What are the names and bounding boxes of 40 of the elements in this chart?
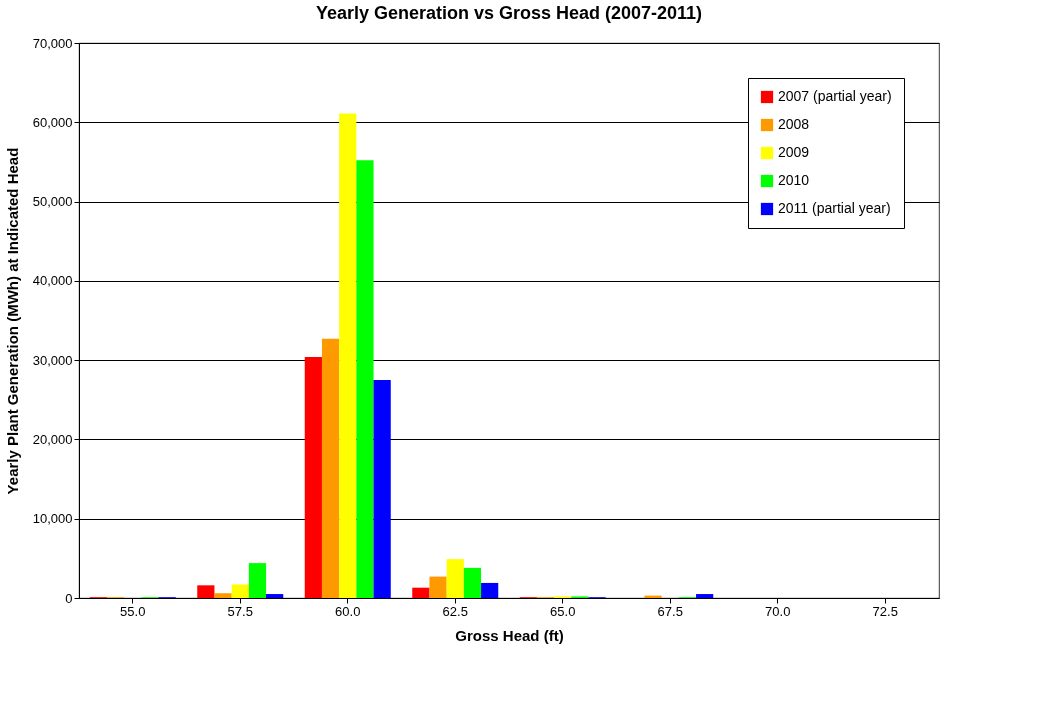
x-tick-label: 57.5 — [227, 603, 253, 619]
y-tick-label: 0 — [65, 590, 73, 606]
y-tick-label: 50,000 — [32, 194, 73, 210]
bar — [214, 593, 232, 598]
bar — [197, 585, 215, 598]
y-tick-label: 10,000 — [32, 511, 73, 527]
x-axis-title: Gross Head (ft) — [455, 626, 564, 644]
bar — [339, 113, 357, 598]
bar — [304, 356, 322, 598]
legend-label: 2011 (partial year) — [778, 200, 891, 216]
x-tick-label: 65.0 — [550, 603, 576, 619]
x-tick-label: 62.5 — [442, 603, 468, 619]
y-tick-label: 20,000 — [32, 431, 73, 447]
bar — [463, 567, 482, 598]
legend-label: 2010 — [778, 172, 810, 188]
bar — [446, 559, 464, 598]
x-tick-label: 70.0 — [765, 603, 791, 619]
legend-label: 2007 (partial year) — [778, 88, 892, 104]
x-tick-label: 72.5 — [872, 603, 898, 619]
y-tick-label: 70,000 — [32, 35, 73, 51]
bar — [356, 160, 374, 598]
bar — [248, 563, 267, 598]
bar — [429, 576, 447, 598]
legend-label: 2009 — [778, 144, 810, 160]
bar — [481, 582, 499, 598]
bar — [321, 338, 340, 598]
x-tick-label: 60.0 — [335, 603, 361, 619]
bar — [266, 594, 284, 598]
y-tick-label: 30,000 — [32, 352, 73, 368]
y-tick-label: 60,000 — [32, 114, 73, 130]
x-tick-label: 67.5 — [657, 603, 683, 619]
bar — [412, 587, 430, 598]
y-tick-label: 40,000 — [32, 273, 73, 289]
bar — [231, 584, 249, 598]
legend-label: 2008 — [778, 116, 810, 132]
chart-title: Yearly Generation vs Gross Head (2007-2011) — [315, 3, 703, 23]
y-axis-title: Yearly Plant Generation (MWh) at Indicated Head — [3, 147, 21, 495]
x-tick-label: 55.0 — [120, 603, 146, 619]
bar — [373, 379, 391, 598]
bar — [696, 594, 714, 598]
